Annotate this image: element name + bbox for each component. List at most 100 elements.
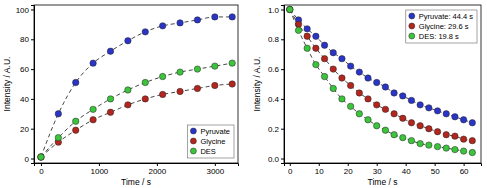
data-point	[339, 75, 345, 81]
legend-item: Pyruvate	[190, 127, 230, 136]
data-point	[330, 85, 336, 91]
data-point	[142, 79, 148, 85]
x-tick-mark	[290, 163, 291, 166]
data-point	[356, 69, 362, 75]
data-point	[38, 154, 44, 160]
x-axis: 0102030405060	[285, 163, 482, 176]
data-point	[426, 105, 432, 111]
legend-marker	[409, 33, 415, 39]
data-point	[374, 79, 380, 85]
data-point	[287, 6, 293, 12]
x-tick: 20	[344, 163, 353, 176]
legend-label: Glycine	[200, 137, 225, 146]
data-point	[452, 114, 458, 120]
y-tick-mark	[31, 129, 34, 130]
data-point	[365, 96, 371, 102]
legend-label: DES: 19.8 s	[419, 32, 459, 41]
y-axis-title: Intensity / A.U.	[252, 57, 262, 112]
data-point	[177, 69, 183, 75]
data-point	[347, 103, 353, 109]
data-point	[90, 117, 96, 123]
data-point	[159, 91, 165, 97]
y-tick-label: 0.2	[268, 125, 280, 134]
x-tick: 50	[431, 163, 440, 176]
data-point	[365, 117, 371, 123]
data-point	[408, 97, 414, 103]
y-tick-label: 0.4	[268, 95, 280, 104]
data-point	[452, 133, 458, 139]
legend-marker	[190, 138, 196, 144]
y-tick: 0.4	[268, 95, 284, 104]
y-tick-label: 0.6	[268, 65, 280, 74]
x-tick-label: 1000	[91, 167, 109, 176]
y-tick: 80	[20, 35, 34, 44]
data-point	[287, 6, 293, 12]
data-point	[356, 90, 362, 96]
y-axis-title: Intensity / A.U.	[2, 57, 12, 112]
x-tick: 30	[373, 163, 382, 176]
legend-label: Pyruvate: 44.4 s	[419, 12, 473, 21]
data-point	[330, 49, 336, 55]
y-tick-label: 0	[25, 155, 30, 164]
x-tick: 0	[288, 163, 293, 176]
data-point	[426, 142, 432, 148]
y-tick-mark	[281, 9, 284, 10]
x-axis-title: Time / s	[368, 177, 398, 187]
data-point	[469, 149, 475, 155]
data-point	[304, 26, 310, 32]
y-tick: 20	[20, 125, 34, 134]
x-axis: 0100020003000	[35, 163, 239, 176]
data-point	[400, 134, 406, 140]
y-tick-mark	[281, 69, 284, 70]
data-point	[452, 146, 458, 152]
y-tick-label: 100	[16, 6, 30, 15]
data-point	[391, 111, 397, 117]
legend-item: Pyruvate: 44.4 s	[409, 12, 473, 21]
y-axis: 0.00.20.40.60.81.0	[268, 6, 285, 164]
data-point	[408, 137, 414, 143]
x-axis-line	[35, 164, 239, 167]
data-point	[374, 123, 380, 129]
data-point	[347, 63, 353, 69]
legend-box	[406, 10, 477, 43]
data-point	[321, 73, 327, 79]
y-tick-label: 80	[20, 35, 29, 44]
x-tick-label: 2000	[148, 167, 166, 176]
y-tick-mark	[31, 69, 34, 70]
x-tick: 60	[460, 163, 469, 176]
x-tick-mark	[348, 163, 349, 166]
legend-marker	[409, 13, 415, 19]
y-tick-label: 60	[20, 65, 29, 74]
x-tick-mark	[464, 163, 465, 166]
chart-panel: 0100020003000020406080100Time / sIntensi…	[2, 5, 239, 187]
plot-frame	[34, 5, 238, 163]
legend-marker	[190, 128, 196, 134]
plot-area	[38, 14, 236, 161]
data-point	[287, 6, 293, 12]
data-point	[159, 73, 165, 79]
data-point	[304, 45, 310, 51]
y-tick: 1.0	[268, 6, 284, 15]
data-point	[321, 55, 327, 61]
data-point	[408, 120, 414, 126]
data-point	[400, 115, 406, 121]
data-point	[295, 27, 301, 33]
y-tick: 0.0	[268, 155, 284, 164]
x-tick: 3000	[206, 163, 224, 176]
data-point	[142, 29, 148, 35]
x-axis-title: Time / s	[121, 177, 151, 187]
y-tick-mark	[31, 39, 34, 40]
y-tick-mark	[281, 39, 284, 40]
y-tick: 0	[25, 155, 34, 164]
data-point	[426, 126, 432, 132]
data-point	[38, 154, 44, 160]
fit-line	[290, 9, 473, 152]
data-point	[73, 118, 79, 124]
plot-frame	[284, 5, 481, 163]
data-point	[73, 79, 79, 85]
data-point	[125, 102, 131, 108]
y-tick-label: 20	[20, 125, 29, 134]
data-point	[142, 96, 148, 102]
fit-line	[41, 63, 232, 157]
data-point	[212, 82, 218, 88]
